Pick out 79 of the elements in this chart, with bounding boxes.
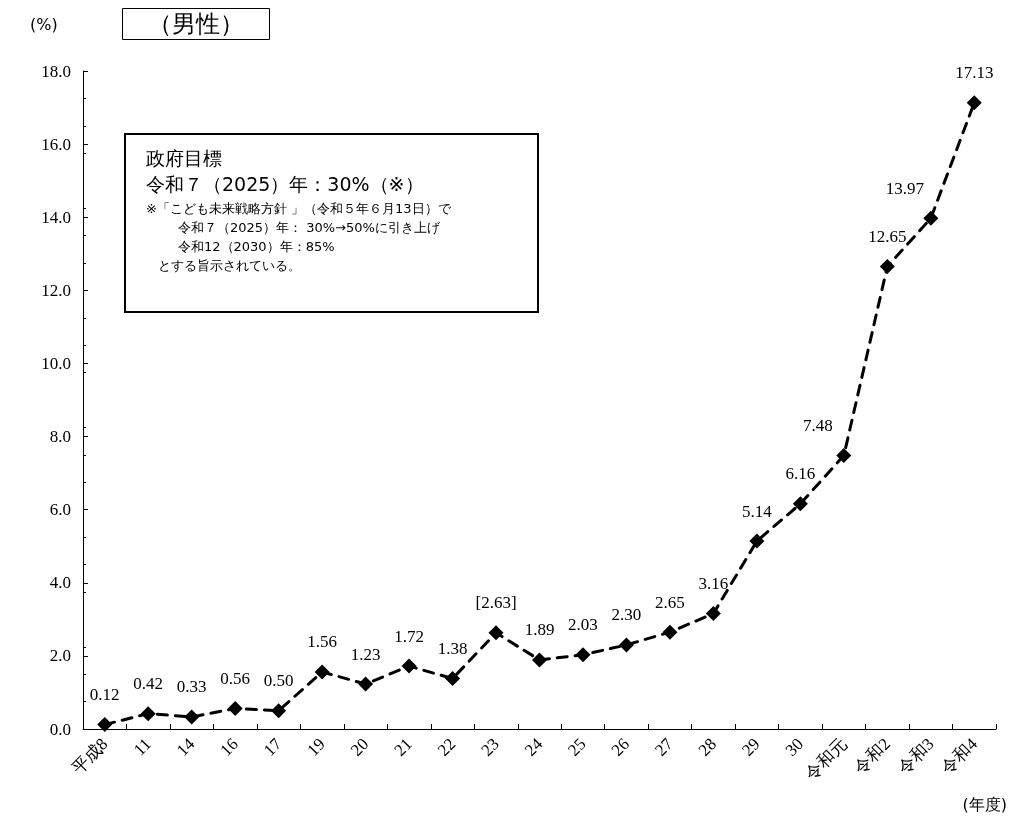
x-tick-label: 17 [259,734,286,760]
x-tick-label: 16 [216,734,242,760]
y-tick-label: 10.0 [41,353,71,373]
point [662,624,678,640]
point [705,605,721,621]
x-tick-label: 令和4 [937,733,982,778]
x-tick-label: 30 [781,734,808,760]
annotation: 令和７（2025）年： 30%→50%に引き上げ [178,219,440,237]
x-tick-label: 25 [564,734,590,760]
data-label: 2.03 [568,615,598,635]
data-label: 6.16 [785,464,816,484]
point [618,637,634,653]
data-label: 12.65 [868,227,907,247]
point [923,210,939,226]
point [358,676,374,692]
x-axis-title: (年度) [962,794,1007,814]
data-label: 0.33 [176,677,207,697]
x-tick-label: 20 [346,734,373,760]
data-label: 17.13 [955,63,994,83]
y-tick-label: 16.0 [41,134,71,154]
point [792,496,808,512]
data-label: 13.97 [885,178,925,198]
annotation: ※「こども未来戦略方針 」（令和５年６月13日）で [146,200,451,218]
point [836,448,852,464]
x-tick-label: 21 [390,734,416,760]
point [488,625,504,641]
y-tick-label: 2.0 [49,646,71,666]
annotation: 政府目標 [146,146,222,171]
annotation: 令和７（2025）年：30%（※） [146,172,424,197]
x-tick-label: 29 [738,734,764,760]
data-label: 3.16 [698,573,729,593]
data-label: 1.56 [307,632,337,652]
point [314,664,330,680]
point [879,259,895,275]
y-tick-label: 18.0 [41,61,71,81]
x-tick-label: 24 [520,733,547,760]
point [966,95,982,111]
x-tick-label: 14 [172,733,199,760]
y-tick-label: 4.0 [49,573,71,593]
x-tick-label: 28 [694,734,721,760]
point [445,671,461,687]
point [532,652,547,668]
y-tick-label: 6.0 [49,500,71,520]
point [97,717,113,733]
data-label: 0.42 [133,674,164,694]
data-label: 0.50 [263,671,294,691]
y-tick-label: 14.0 [41,207,71,227]
point [575,647,591,663]
x-tick-label: 11 [129,734,155,760]
x-tick-label: 22 [433,734,460,760]
y-axis-title: (%) [30,14,58,34]
annotation: 令和12（2030）年：85% [178,238,335,256]
data-label: 1.72 [394,626,424,646]
data-label: 1.23 [350,644,381,664]
data-label: 0.12 [89,685,120,705]
point [184,709,200,725]
point [401,658,417,674]
point [227,701,243,717]
data-label: 1.38 [437,639,468,659]
data-label: 1.89 [524,620,555,640]
point [271,703,287,719]
data-label: 5.14 [742,501,773,521]
data-label: 7.48 [802,416,833,436]
x-tick-label: 26 [607,734,634,760]
data-label: 2.30 [611,605,642,625]
data-label: 2.65 [655,592,685,612]
y-tick-label: 12.0 [41,280,71,300]
point [749,533,765,549]
x-tick-label: 27 [651,734,677,760]
point [140,706,156,722]
x-tick-label: 19 [303,734,329,760]
x-tick-label: 23 [477,734,503,760]
annotation: とする旨示されている。 [158,257,301,275]
data-label: 0.56 [220,669,251,689]
x-tick-label: 令和2 [850,734,895,778]
data-label: [2.63] [475,593,517,613]
y-tick-label: 8.0 [49,427,71,447]
x-tick-label: 令和3 [894,734,938,778]
chart-title: （男性） [148,10,244,38]
